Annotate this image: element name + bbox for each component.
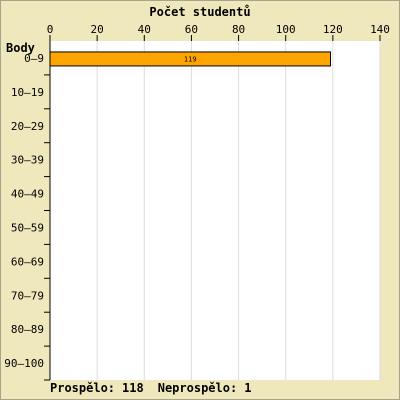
y-axis-label: Body bbox=[6, 41, 35, 55]
x-tick-label: 140 bbox=[370, 23, 390, 36]
y-category-label: 40–49 bbox=[11, 188, 44, 201]
x-tick-label: 40 bbox=[138, 23, 151, 36]
footer-summary: Prospělo: 118 Neprospělo: 1 bbox=[50, 381, 251, 395]
gridlines bbox=[96, 41, 381, 380]
x-tick-label: 0 bbox=[47, 23, 54, 36]
bars: 119 bbox=[49, 51, 331, 67]
y-category-label: 80–89 bbox=[11, 323, 44, 336]
x-tick-label: 60 bbox=[185, 23, 198, 36]
y-category-label: 30–39 bbox=[11, 154, 44, 167]
chart-title: Počet studentů bbox=[149, 5, 250, 19]
x-tick-label: 100 bbox=[276, 23, 296, 36]
y-category-label: 10–19 bbox=[11, 86, 44, 99]
y-category-label: 60–69 bbox=[11, 255, 44, 268]
y-category-label: 20–29 bbox=[11, 120, 44, 133]
x-axis-ticks: 0 20 40 60 80 100 120 140 bbox=[47, 23, 390, 41]
failed-label: Neprospělo: bbox=[158, 381, 237, 395]
y-axis-categories: 0–9 10–19 20–29 30–39 40–49 50–59 60–69 70–79 80… bbox=[4, 52, 50, 381]
y-category-label: 70–79 bbox=[11, 289, 44, 302]
plot-area bbox=[50, 41, 380, 380]
x-tick-label: 80 bbox=[232, 23, 245, 36]
y-category-label: 50–59 bbox=[11, 221, 44, 234]
bar-value-label: 119 bbox=[184, 55, 197, 63]
x-tick-label: 120 bbox=[323, 23, 343, 36]
passed-label: Prospělo: bbox=[50, 381, 115, 395]
passed-value: 118 bbox=[122, 381, 144, 395]
failed-value: 1 bbox=[244, 381, 251, 395]
y-category-label: 0–9 bbox=[24, 52, 44, 65]
y-category-label: 90–100 bbox=[4, 357, 44, 370]
x-tick-label: 20 bbox=[91, 23, 104, 36]
